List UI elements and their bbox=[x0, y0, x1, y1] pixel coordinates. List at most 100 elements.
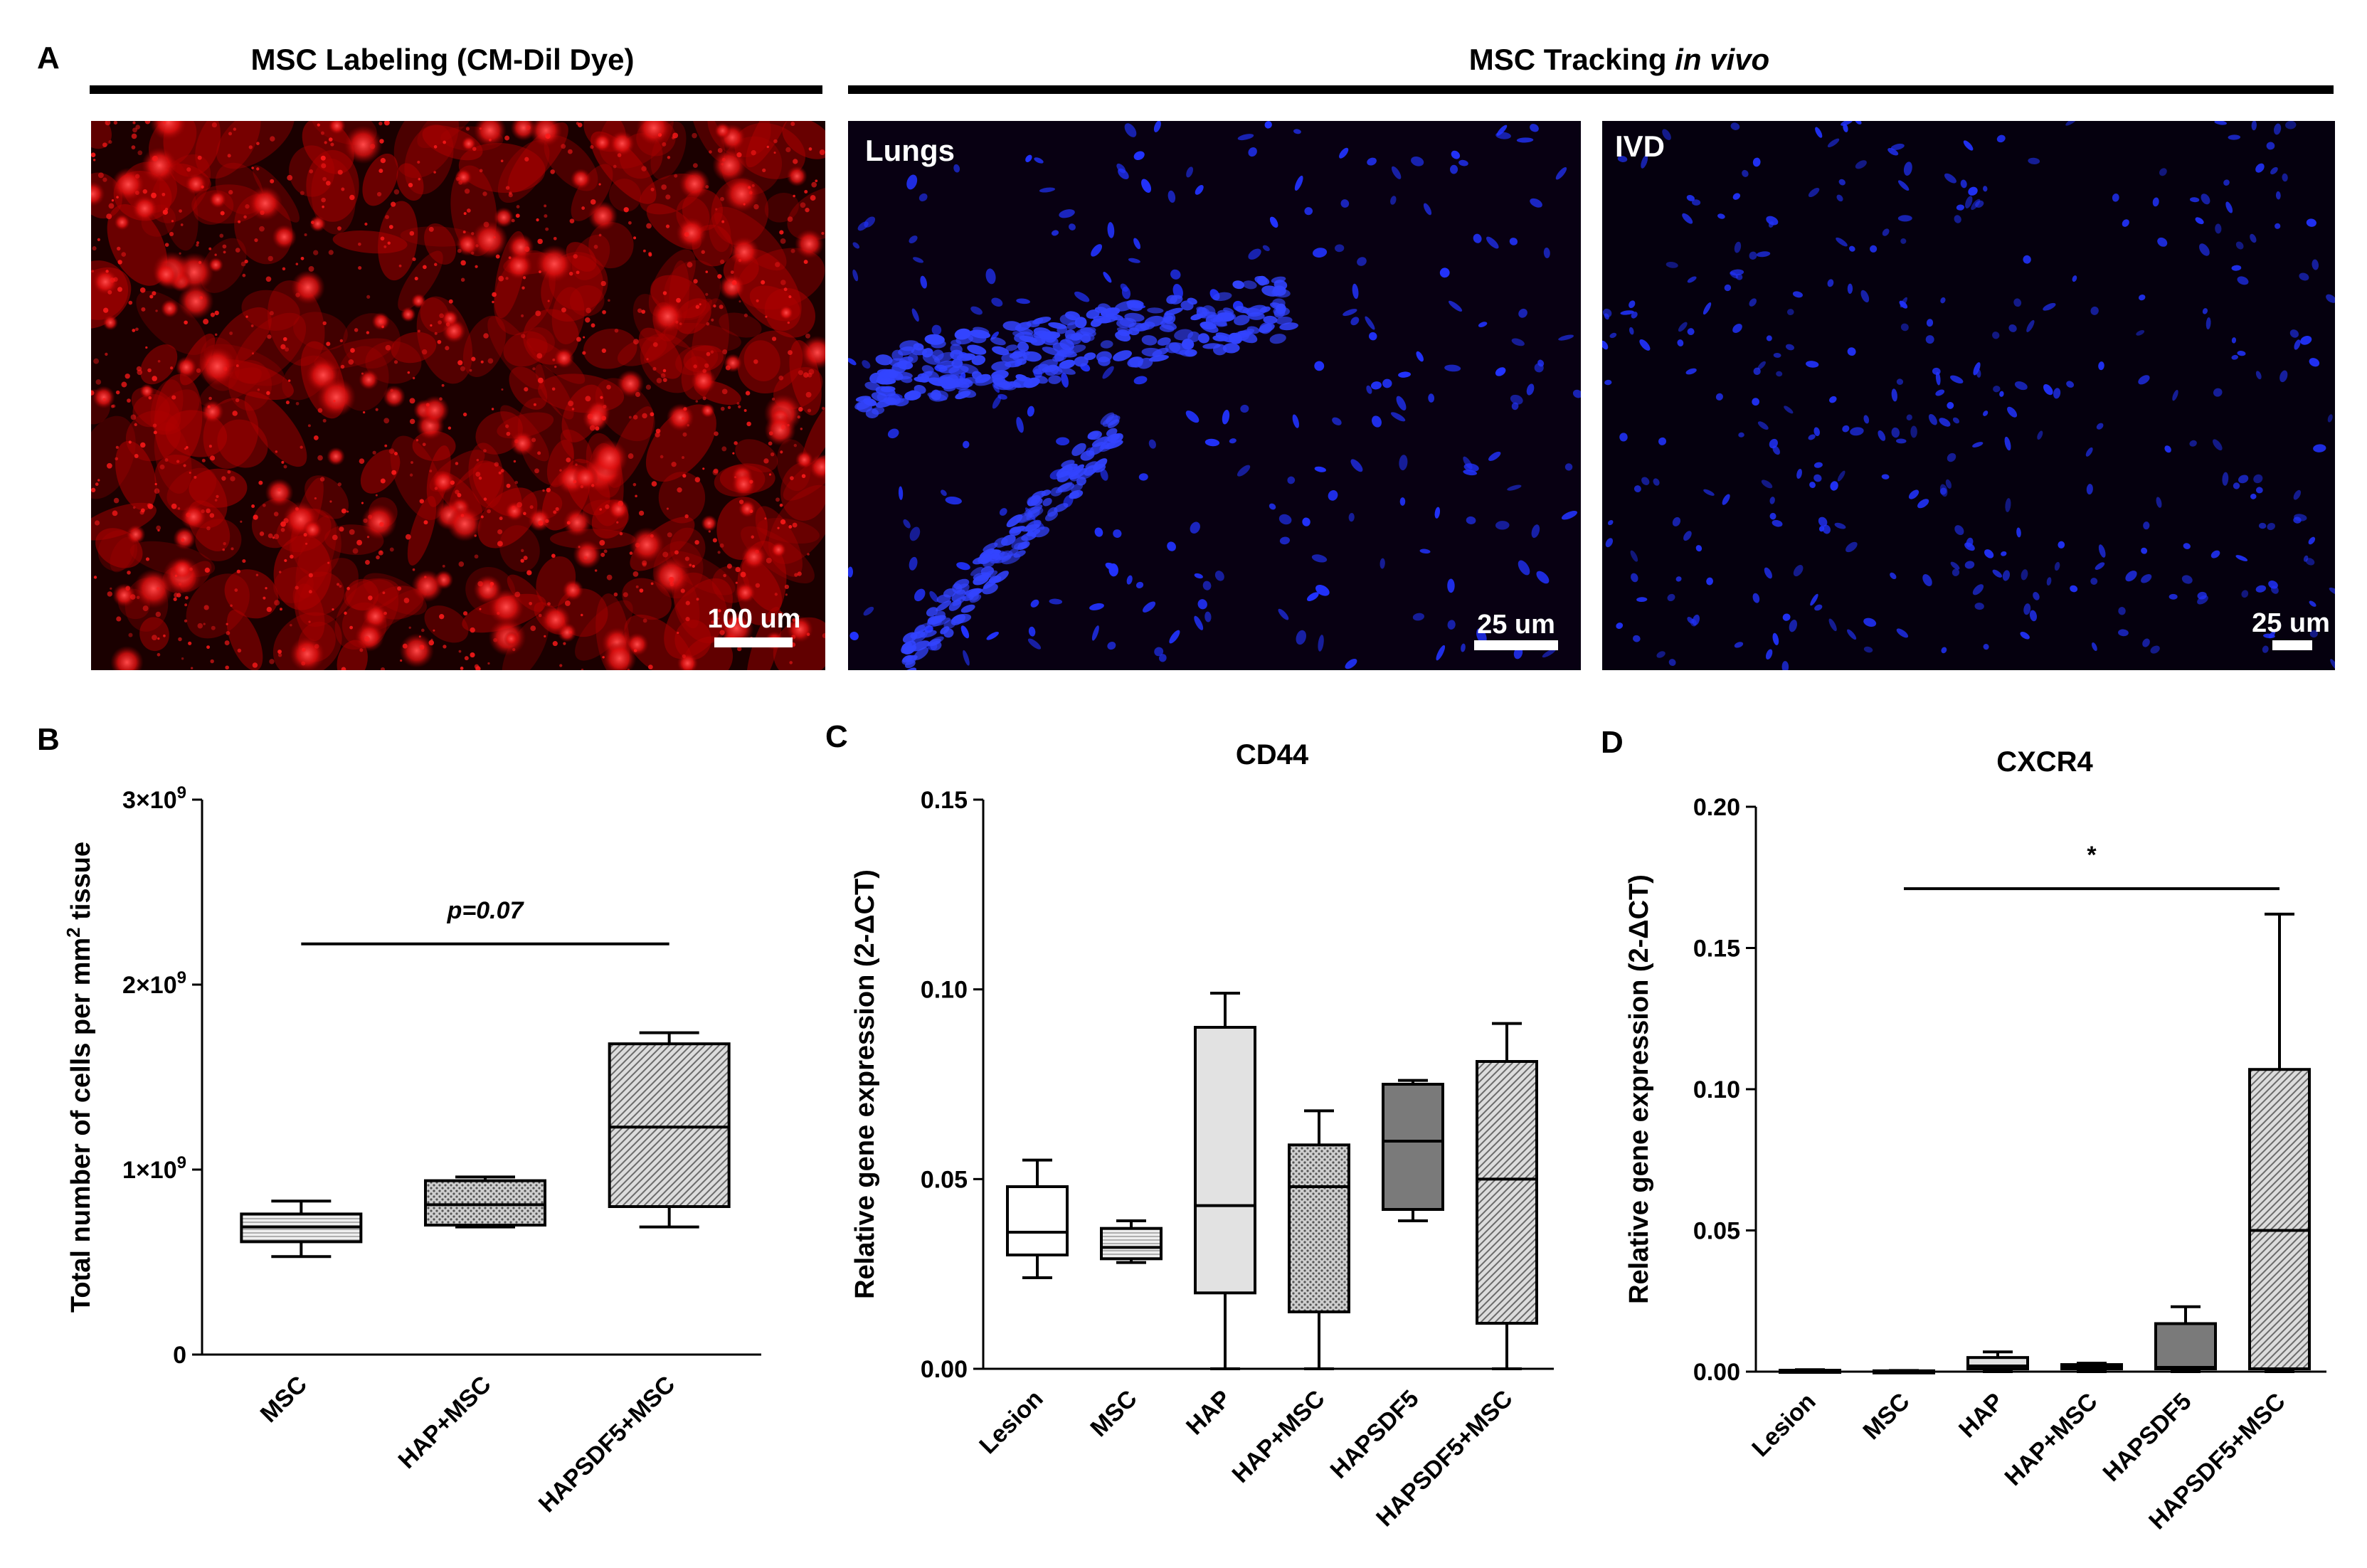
nucleus bbox=[2309, 600, 2316, 607]
stain-speck bbox=[350, 348, 355, 353]
stain-speck bbox=[736, 152, 742, 158]
stain-speck bbox=[495, 254, 500, 259]
nucleus bbox=[1428, 393, 1435, 403]
stain-speck bbox=[445, 322, 450, 327]
stain-speck bbox=[680, 588, 685, 593]
stain-speck bbox=[793, 194, 795, 198]
stain-speck bbox=[785, 593, 788, 596]
stain-speck bbox=[547, 602, 551, 606]
stain-speck bbox=[164, 243, 169, 247]
stain-speck bbox=[674, 550, 679, 555]
stain-speck bbox=[463, 611, 468, 616]
nucleus bbox=[2327, 414, 2333, 423]
stain-speck bbox=[178, 637, 182, 642]
nucleus bbox=[1808, 187, 1820, 198]
cell-nucleus bbox=[677, 652, 699, 670]
stain-speck bbox=[269, 659, 275, 664]
stain-speck bbox=[513, 460, 517, 463]
nucleus bbox=[1992, 569, 2003, 578]
nucleus bbox=[1311, 554, 1328, 563]
stain-speck bbox=[337, 583, 340, 586]
nucleus bbox=[963, 650, 970, 666]
nucleus bbox=[1113, 350, 1132, 361]
nucleus bbox=[2026, 319, 2035, 332]
stain-speck bbox=[734, 441, 738, 445]
stain-speck bbox=[655, 432, 660, 438]
nucleus bbox=[1181, 339, 1195, 350]
cell-body bbox=[305, 475, 349, 519]
stain-speck bbox=[687, 424, 689, 427]
stain-speck bbox=[601, 348, 607, 354]
stain-speck bbox=[660, 373, 666, 378]
cell-nucleus bbox=[719, 273, 746, 300]
box-hap-msc bbox=[2060, 1362, 2123, 1373]
cell-nucleus bbox=[441, 309, 459, 327]
stain-speck bbox=[344, 611, 347, 615]
y-tick-label: 0.10 bbox=[1693, 1076, 1740, 1103]
stain-speck bbox=[382, 591, 386, 595]
nucleus bbox=[973, 327, 990, 335]
stain-speck bbox=[94, 520, 100, 526]
nucleus bbox=[2268, 581, 2278, 589]
nucleus bbox=[1956, 204, 1965, 211]
stain-speck bbox=[552, 358, 556, 361]
stain-speck bbox=[598, 233, 602, 237]
nucleus bbox=[2275, 191, 2281, 200]
stain-speck bbox=[651, 481, 657, 487]
stain-speck bbox=[471, 356, 476, 361]
nucleus bbox=[1772, 519, 1783, 527]
stain-speck bbox=[224, 640, 230, 646]
nucleus bbox=[1093, 458, 1108, 471]
nucleus bbox=[1667, 593, 1675, 602]
cell-body bbox=[683, 345, 724, 373]
stain-speck bbox=[135, 125, 140, 129]
stain-speck bbox=[412, 257, 416, 261]
stain-speck bbox=[389, 547, 394, 552]
stain-speck bbox=[682, 456, 684, 460]
nucleus bbox=[1372, 415, 1382, 428]
nucleus bbox=[2118, 607, 2126, 615]
nucleus bbox=[1675, 576, 1682, 582]
stain-speck bbox=[790, 122, 795, 127]
nucleus bbox=[1543, 248, 1550, 258]
stain-speck bbox=[712, 470, 719, 476]
stain-speck bbox=[201, 185, 204, 189]
stain-speck bbox=[506, 483, 511, 488]
cell-nucleus bbox=[401, 307, 416, 322]
stain-speck bbox=[97, 479, 100, 482]
stain-speck bbox=[650, 187, 655, 191]
nucleus bbox=[1030, 497, 1043, 506]
stain-speck bbox=[628, 415, 632, 419]
stain-speck bbox=[117, 287, 122, 292]
y-tick-label: 0.15 bbox=[921, 787, 968, 814]
nucleus bbox=[1486, 236, 1499, 249]
stain-speck bbox=[322, 176, 327, 181]
cell-body bbox=[571, 164, 613, 221]
stain-speck bbox=[637, 308, 642, 313]
stain-speck bbox=[162, 209, 169, 215]
nucleus bbox=[997, 393, 1007, 400]
nucleus bbox=[909, 526, 921, 541]
stain-speck bbox=[428, 226, 434, 232]
stain-speck bbox=[642, 560, 647, 566]
stain-speck bbox=[418, 177, 421, 181]
stain-speck bbox=[738, 258, 742, 263]
nucleus bbox=[1091, 436, 1110, 447]
stain-speck bbox=[156, 586, 160, 590]
stain-speck bbox=[471, 232, 475, 235]
stain-speck bbox=[808, 369, 815, 375]
cell-body bbox=[224, 569, 279, 619]
stain-speck bbox=[505, 424, 509, 428]
stain-speck bbox=[696, 598, 699, 601]
stain-speck bbox=[819, 149, 825, 155]
nucleus bbox=[2169, 593, 2178, 600]
stain-speck bbox=[132, 121, 136, 125]
nucleus bbox=[2021, 569, 2028, 581]
stain-speck bbox=[545, 133, 551, 139]
nucleus bbox=[1847, 629, 1857, 640]
cell-body bbox=[398, 250, 443, 312]
stain-speck bbox=[585, 317, 591, 323]
stain-speck bbox=[132, 329, 136, 332]
nucleus bbox=[2202, 308, 2208, 314]
nucleus bbox=[1328, 490, 1338, 501]
